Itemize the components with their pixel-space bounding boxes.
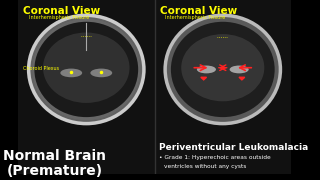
Ellipse shape [167, 17, 279, 122]
Text: Interhemispheric Fissure: Interhemispheric Fissure [29, 15, 89, 20]
Ellipse shape [166, 17, 279, 122]
Text: Periventricular Leukomalacia: Periventricular Leukomalacia [159, 143, 308, 152]
Ellipse shape [167, 17, 279, 122]
Ellipse shape [29, 15, 144, 123]
Ellipse shape [166, 16, 279, 123]
Ellipse shape [29, 16, 143, 123]
Ellipse shape [90, 69, 112, 77]
Text: Interhemispheric Fissure: Interhemispheric Fissure [165, 15, 226, 20]
Ellipse shape [60, 69, 82, 77]
Ellipse shape [167, 17, 278, 122]
Ellipse shape [165, 15, 280, 124]
Text: • Grade 1: Hyperechoic areas outside: • Grade 1: Hyperechoic areas outside [159, 155, 270, 160]
Polygon shape [201, 77, 206, 80]
Ellipse shape [166, 16, 280, 123]
Ellipse shape [166, 16, 280, 123]
Ellipse shape [168, 18, 278, 121]
Ellipse shape [168, 18, 277, 121]
Ellipse shape [165, 15, 280, 123]
Ellipse shape [171, 22, 275, 117]
Ellipse shape [28, 15, 144, 124]
Ellipse shape [34, 22, 138, 117]
Polygon shape [239, 77, 245, 80]
Text: Coronal View: Coronal View [23, 6, 101, 16]
Ellipse shape [29, 16, 144, 123]
Bar [155, 0, 291, 174]
Ellipse shape [43, 33, 130, 103]
Bar [18, 0, 155, 174]
Text: ventricles without any cysts: ventricles without any cysts [164, 164, 246, 169]
Ellipse shape [30, 17, 143, 122]
Ellipse shape [29, 15, 144, 123]
Ellipse shape [30, 16, 143, 123]
Text: (Premature): (Premature) [7, 164, 103, 178]
Ellipse shape [30, 16, 143, 123]
Ellipse shape [167, 17, 278, 122]
Ellipse shape [166, 16, 279, 122]
Ellipse shape [29, 16, 143, 123]
Ellipse shape [197, 66, 216, 73]
Text: Coronal View: Coronal View [160, 6, 237, 16]
Ellipse shape [165, 15, 280, 123]
Ellipse shape [30, 17, 142, 122]
Ellipse shape [29, 16, 143, 123]
Ellipse shape [30, 16, 143, 123]
Ellipse shape [167, 17, 278, 122]
Ellipse shape [29, 15, 144, 123]
Ellipse shape [166, 16, 280, 123]
Text: Normal Brain: Normal Brain [4, 149, 106, 163]
Text: Choroid Plexus: Choroid Plexus [23, 66, 60, 71]
Ellipse shape [29, 16, 143, 123]
Ellipse shape [165, 16, 280, 123]
Ellipse shape [168, 18, 278, 121]
Ellipse shape [168, 18, 278, 121]
Ellipse shape [167, 17, 279, 122]
Ellipse shape [29, 16, 143, 123]
Ellipse shape [181, 34, 264, 101]
Ellipse shape [230, 66, 249, 73]
